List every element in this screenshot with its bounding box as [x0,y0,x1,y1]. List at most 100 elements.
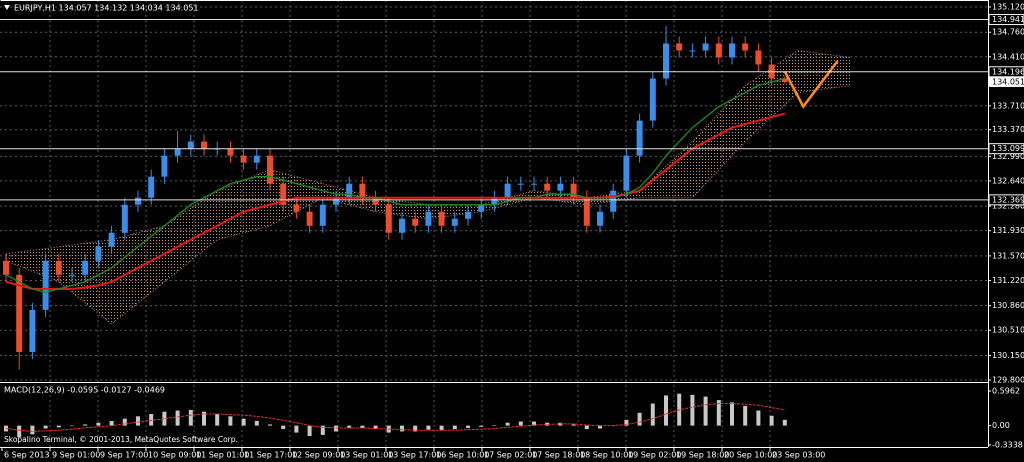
macd-bar [545,422,550,426]
candle-body [517,183,524,185]
candle-body [42,260,49,310]
macd-bar [492,425,497,426]
candle-body [333,197,339,205]
macd-bar [373,425,378,430]
macd-bar [532,421,536,426]
candle-body [663,43,669,79]
level-box [988,143,1024,155]
macd-bar [413,425,418,432]
cloud-edge [5,85,851,325]
level-label: 133.099 [992,144,1024,153]
candle-body [187,141,194,149]
y-tick-label: 130.510 [992,326,1024,335]
candle-body [16,274,23,352]
candle-body [755,50,762,65]
macd-bar [598,425,602,429]
y-tick-label: 130.150 [992,351,1024,360]
x-tick-label: 10 Sep 09:00 [148,451,201,460]
candle-body [161,155,168,177]
x-tick-label: 13 Sep 01:00 [340,451,393,460]
y-tick-label: 135.120 [992,3,1024,12]
macd-bar [716,400,721,426]
macd-bar [466,425,470,428]
x-tick-label: 16 Sep 10:00 [436,451,489,460]
macd-bar [637,412,642,426]
x-tick-label: 13 Sep 17:00 [388,451,441,460]
macd-bar [149,414,154,426]
candle-body [227,148,234,156]
candle-body [781,78,788,83]
level-label: 134.196 [992,67,1024,76]
candle-body [531,183,537,185]
macd-bar [17,425,22,438]
cloud-fill [6,50,851,324]
y-tick-label: 132.280 [992,202,1024,211]
candle-body [438,211,445,226]
macd-bar [347,425,352,428]
candle-body [82,260,89,275]
candle-body [412,218,419,226]
x-tick-label: 18 Sep 10:00 [580,451,633,460]
candle-body [451,218,458,226]
zigzag [783,60,839,109]
candle-body [293,204,300,212]
candle-body [729,43,735,58]
x-tick-label: 9 Sep 17:00 [100,451,148,460]
candle-body [174,148,181,156]
y-tick-label: 132.990 [992,152,1024,161]
candle-body [108,232,115,247]
candle-body [29,309,36,352]
candle-body [135,197,141,205]
macd-bar [109,420,114,426]
candle-body [544,183,551,191]
x-tick-label: 23 Sep 03:00 [772,451,825,460]
y-tick-label: 131.220 [992,276,1024,285]
candle-body [623,155,630,191]
macd-bar [56,425,61,428]
candle-body [267,155,273,184]
candle-body [69,274,75,276]
x-tick-label: 11 Sep 17:00 [244,451,297,460]
macd-bar [122,418,127,426]
level-label: 134.941 [992,15,1024,24]
y-tick-label: 132.640 [992,176,1024,185]
x-tick-label: 20 Sep 10:00 [724,451,777,460]
candle-body [583,197,590,226]
macd-bar [743,405,748,426]
candle-body [399,218,405,233]
level-label: 132.369 [992,195,1024,204]
x-tick-label: 6 Sep 2013 [4,451,50,460]
candle-body [319,204,326,226]
macd-bar [320,425,325,435]
x-tick-label: 17 Sep 02:00 [484,451,537,460]
candle-body [570,183,577,198]
candle-body [491,197,498,205]
candle-body [306,211,313,226]
candle-body [715,43,722,58]
macd-bar [202,411,206,426]
candle-body [346,183,353,198]
macd-bar [703,396,708,426]
y-tick-label: 133.370 [992,125,1024,134]
macd-bar [769,415,774,426]
candle-body [702,43,709,51]
macd-bar [650,403,655,426]
macd-bar [162,411,167,426]
candle-body [55,260,62,275]
x-tick-label: 12 Sep 09:00 [292,451,345,460]
candle-body [201,141,207,149]
candle-body [240,155,247,163]
y-tick-label: 134.760 [992,28,1024,37]
macd-bar [281,425,286,430]
y-tick-label: 131.570 [992,251,1024,260]
candle-body [280,183,287,205]
y-tick-label: 130.860 [992,301,1024,310]
macd-tick-label: 0.5962 [992,387,1020,396]
macd-bar [70,425,74,427]
candle-body [121,204,128,233]
macd-bar [624,419,629,426]
macd-bar [268,424,272,426]
candle-body [689,50,696,52]
macd-bar [215,414,220,426]
